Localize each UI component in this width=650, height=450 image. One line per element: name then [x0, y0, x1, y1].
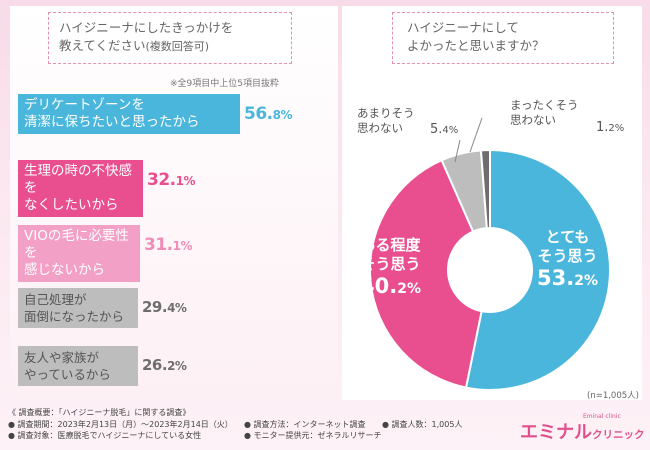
- bar-5-label-line-1: 友人や家族が: [24, 350, 100, 365]
- bar-2: 生理の時の不快感を なくしたいから: [18, 160, 143, 217]
- bar-1-label-line-2: 清潔に保ちたいと思ったから: [24, 114, 200, 130]
- donut-slice-3-label-line-2: 思わない: [357, 121, 403, 135]
- bar-3: VIOの毛に必要性を 感じないから: [18, 225, 140, 282]
- selection-note: ※全9項目中上位5項目抜粋: [170, 79, 279, 89]
- bar-4-label-line-1: 自己処理が: [24, 292, 87, 307]
- footer-row-1: ● 調査期間：2023年2月13日（月）〜2023年2月14日（火） ● 調査方法…: [8, 419, 488, 431]
- left-title-line2-main: 教えてください: [59, 38, 146, 53]
- left-title-line2: 教えてください(複数回答可): [59, 37, 281, 56]
- donut-slice-1-label-line-1: とても: [545, 228, 590, 246]
- donut-slice-3-value: 5.4%: [430, 122, 459, 137]
- donut-slice-4-label: まったくそう 思わない: [510, 98, 579, 128]
- survey-footer: 《 調査概要：「ハイジニーナ脱毛」に関する調査》 ● 調査期間：2023年2月1…: [8, 407, 488, 442]
- bar-4: 自己処理が面倒になったから: [18, 288, 138, 328]
- donut-slice-2-label-line-2: そう思う: [360, 255, 421, 273]
- bar-3-label-line-2: 感じないから: [24, 262, 105, 278]
- leader-line-1: [454, 139, 461, 163]
- donut-slice-4: [479, 148, 491, 230]
- donut-slice-2-value: 40.2%: [360, 274, 421, 298]
- bar-1-label-line-1: デリケートゾーンを: [24, 97, 145, 113]
- donut-slice-1: [464, 148, 611, 391]
- footer-method: ● 調査方法：インターネット調査: [244, 419, 366, 429]
- donut-slice-4-label-line-1: まったくそう: [510, 98, 579, 112]
- footer-count: ● 調査人数：1,005人: [382, 419, 463, 429]
- left-question-title: ハイジニーナにしたきっかけを 教えてください(複数回答可): [48, 12, 292, 64]
- left-title-line2-sub: (複数回答可): [145, 40, 210, 53]
- bar-5: 友人や家族が やっているから: [18, 346, 138, 386]
- logo-sub: クリニック: [592, 429, 645, 441]
- bar-2-label-line-1: 生理の時の不快感を: [24, 163, 132, 196]
- left-title-line1: ハイジニーナにしたきっかけを: [59, 20, 234, 35]
- bar-2-value: 32.1%: [147, 170, 196, 190]
- logo-main: エミナル: [520, 422, 592, 443]
- bar-1: デリケートゾーンを 清潔に保ちたいと思ったから: [18, 94, 240, 134]
- right-title-line1: ハイジニーナにして: [407, 20, 519, 35]
- bar-3-label-line-1: VIOの毛に必要性を: [24, 228, 129, 261]
- footer-row-2: ● 調査対象：医療脱毛でハイジニーナにしている女性 ● モニター提供元：ゼネラルリ…: [8, 430, 488, 442]
- donut-slice-2-label: ある程度 そう思う 40.2%: [360, 236, 421, 299]
- bar-2-label-line-2: なくしたいから: [24, 197, 119, 213]
- donut-slice-3-label-line-1: あまりそう: [357, 106, 415, 120]
- bar-4-label-line-2: 面倒になったから: [24, 309, 125, 324]
- footer-heading: 《 調査概要：「ハイジニーナ脱毛」に関する調査》: [8, 408, 191, 417]
- bar-3-value: 31.1%: [144, 235, 193, 255]
- bar-1-value: 56.8%: [244, 104, 293, 124]
- donut-slice-1-label: とても そう思う 53.2%: [537, 228, 598, 291]
- donut-slice-2-label-line-1: ある程度: [360, 236, 421, 254]
- bar-5-label-line-2: やっているから: [24, 367, 111, 382]
- footer-target: ● 調査対象：医療脱毛でハイジニーナにしている女性: [8, 431, 202, 440]
- donut-slice-4-value: 1.2%: [596, 120, 625, 135]
- donut-slice-3-label: あまりそう 思わない: [357, 106, 415, 136]
- right-title-line2: よかったと思いますか？: [407, 38, 545, 53]
- donut-slice-2: [369, 158, 483, 389]
- eminal-clinic-logo[interactable]: エミナルクリニック: [520, 418, 645, 444]
- donut-slice-4-label-line-2: 思わない: [510, 113, 556, 127]
- bar-4-value: 29.4%: [142, 298, 187, 316]
- footer-period: ● 調査期間：2023年2月13日（月）〜2023年2月14日（火）: [8, 419, 233, 429]
- logo-tagline: Eminal clinic: [583, 413, 621, 420]
- bar-5-value: 26.2%: [142, 356, 187, 374]
- leader-line-2: [469, 117, 483, 153]
- footer-provider: ● モニター提供元：ゼネラルリサーチ: [244, 431, 382, 440]
- donut-slice-1-value: 53.2%: [537, 266, 598, 290]
- sample-size-note: (n=1,005人): [587, 391, 639, 401]
- right-question-title: ハイジニーナにして よかったと思いますか？: [392, 12, 614, 64]
- donut-slice-1-label-line-2: そう思う: [537, 247, 598, 265]
